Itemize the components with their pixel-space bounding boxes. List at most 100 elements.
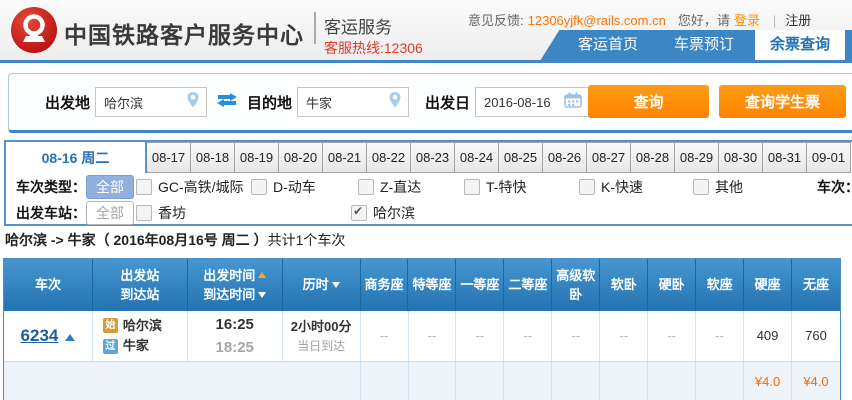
- count-text: 共计1个车次: [267, 232, 346, 248]
- user-topbar: 意见反馈:12306yjfk@rails.com.cn您好，请登录|注册我的12…: [468, 10, 852, 29]
- date-tab-active[interactable]: 08-16 周二: [6, 142, 147, 173]
- col-soft-sleeper: 软卧: [600, 259, 649, 311]
- date-tab[interactable]: 08-22: [367, 142, 411, 173]
- location-pin-icon: [186, 91, 200, 114]
- greeting-text: 您好，请: [677, 13, 730, 28]
- date-tab[interactable]: 08-20: [279, 142, 323, 173]
- date-tab[interactable]: 08-23: [411, 142, 455, 173]
- checkbox-icon[interactable]: [358, 178, 374, 195]
- sort-desc-icon[interactable]: [331, 282, 340, 288]
- station-checkbox-haerbin[interactable]: 哈尔滨: [351, 200, 415, 225]
- seat-cell: --: [409, 311, 457, 361]
- times-cell: 16:25 18:25: [188, 311, 283, 361]
- price-cell: [552, 362, 601, 400]
- checkbox-checked-icon[interactable]: [351, 204, 367, 221]
- nav-tab-remaining-tickets[interactable]: 余票查询: [755, 30, 846, 60]
- feedback-email-link[interactable]: 12306yjfk@rails.com.cn: [527, 13, 666, 28]
- train-type-all-chip[interactable]: 全部: [86, 174, 134, 199]
- title-divider: [314, 12, 316, 44]
- no-seat-count-cell: 760: [805, 327, 827, 343]
- duration-cell: 2小时00分 当日到达: [283, 311, 361, 361]
- date-tab[interactable]: 08-26: [543, 142, 587, 173]
- col-first-class: 一等座: [456, 259, 505, 311]
- col-business-seat: 商务座: [361, 259, 409, 311]
- expand-row-icon[interactable]: [65, 333, 76, 341]
- station-all-chip[interactable]: 全部: [86, 200, 134, 225]
- price-cell: [504, 362, 553, 400]
- query-student-button[interactable]: 查询学生票: [719, 85, 846, 118]
- train-type-filter-row: 车次类型： 全部 GC-高铁/城际 D-动车 Z-直达 T-特快 K-快速 其他…: [6, 174, 852, 199]
- filter-panel: 08-16 周二 08-17 08-18 08-19 08-20 08-21 0…: [4, 140, 852, 226]
- checkbox-icon[interactable]: [136, 178, 152, 195]
- to-input[interactable]: [304, 93, 389, 111]
- col-soft-seat: 软座: [696, 259, 745, 311]
- type-checkbox-k[interactable]: K-快速: [579, 174, 643, 199]
- date-tab[interactable]: 08-25: [499, 142, 543, 173]
- nav-tab-home[interactable]: 客运首页: [578, 36, 639, 53]
- station-checkbox-xiangfang[interactable]: 香坊: [136, 200, 186, 225]
- date-tab[interactable]: 09-01: [807, 142, 851, 173]
- date-tab[interactable]: 08-27: [587, 142, 631, 173]
- train-type-label: 车次类型：: [16, 178, 86, 195]
- no-seat-price-cell: ¥4.0: [803, 373, 829, 389]
- query-button[interactable]: 查询: [588, 85, 709, 118]
- date-tab[interactable]: 08-30: [719, 142, 763, 173]
- col-train-no[interactable]: 车次: [4, 259, 93, 311]
- date-tab[interactable]: 08-17: [147, 142, 191, 173]
- header-accent-line: [0, 60, 852, 63]
- table-header-row: 车次 出发站 到达站 出发时间 到达时间 历时 商务座 特等座 一等座 二等座 …: [4, 259, 840, 311]
- checkbox-icon[interactable]: [136, 204, 152, 221]
- col-no-seat: 无座: [802, 277, 829, 293]
- checkbox-icon[interactable]: [464, 178, 480, 195]
- date-tab[interactable]: 08-28: [631, 142, 675, 173]
- type-checkbox-t[interactable]: T-特快: [464, 174, 526, 199]
- hotline-text: 客服热线:12306: [324, 40, 423, 56]
- register-link[interactable]: 注册: [785, 13, 812, 28]
- date-tab[interactable]: 08-21: [323, 142, 367, 173]
- type-checkbox-d[interactable]: D-动车: [251, 174, 316, 199]
- site-subtitle: 客运服务: [324, 18, 392, 37]
- location-pin-icon: [388, 91, 402, 114]
- date-input[interactable]: [482, 93, 565, 111]
- checkbox-icon[interactable]: [579, 178, 595, 195]
- date-tab[interactable]: 08-31: [763, 142, 807, 173]
- date-input-wrap: [475, 87, 590, 117]
- col-duration-sort[interactable]: 历时: [283, 259, 361, 311]
- type-checkbox-z[interactable]: Z-直达: [358, 174, 421, 199]
- seat-cell: --: [600, 311, 649, 361]
- site-title: 中国铁路客户服务中心: [64, 22, 304, 48]
- hard-seat-count-cell: 409: [744, 311, 793, 361]
- price-cell: [361, 362, 409, 400]
- col-second-class: 二等座: [504, 259, 553, 311]
- to-input-wrap: [297, 87, 410, 117]
- sort-desc-icon[interactable]: [258, 291, 267, 298]
- date-tab[interactable]: 08-24: [455, 142, 499, 173]
- col-hard-seat: 硬座: [744, 259, 792, 311]
- checkbox-icon[interactable]: [251, 178, 267, 195]
- type-checkbox-other[interactable]: 其他: [693, 174, 743, 199]
- station-filter-label: 出发车站：: [16, 204, 86, 221]
- origin-badge: 始: [102, 318, 118, 334]
- from-input[interactable]: [102, 93, 187, 111]
- date-tab[interactable]: 08-19: [235, 142, 279, 173]
- price-row: ¥4.0 ¥4.0: [4, 361, 840, 400]
- type-checkbox-gc[interactable]: GC-高铁/城际: [136, 174, 244, 199]
- nav-tab-booking[interactable]: 车票预订: [674, 36, 735, 53]
- checkbox-icon[interactable]: [693, 178, 709, 195]
- price-merged-cell: [4, 362, 361, 400]
- seat-cell: --: [504, 311, 553, 361]
- train-no-link[interactable]: 6234: [20, 325, 59, 345]
- station-filter-row: 出发车站： 全部 香坊 哈尔滨: [6, 200, 852, 225]
- col-stations: 出发站 到达站: [93, 259, 188, 311]
- date-tab[interactable]: 08-18: [191, 142, 235, 173]
- seat-cell: --: [552, 311, 601, 361]
- swap-stations-icon[interactable]: [215, 92, 239, 113]
- main-nav: 客运首页 车票预订 余票查询 出行指南: [560, 30, 852, 60]
- seat-cell: --: [361, 311, 409, 361]
- login-link[interactable]: 登录: [733, 13, 760, 28]
- date-tab[interactable]: 08-29: [675, 142, 719, 173]
- col-times-sort[interactable]: 出发时间 到达时间: [188, 259, 283, 311]
- topbar-separator: |: [772, 13, 777, 28]
- sort-asc-icon[interactable]: [258, 272, 267, 279]
- search-form: 出发地 目的地 出发日: [8, 73, 852, 133]
